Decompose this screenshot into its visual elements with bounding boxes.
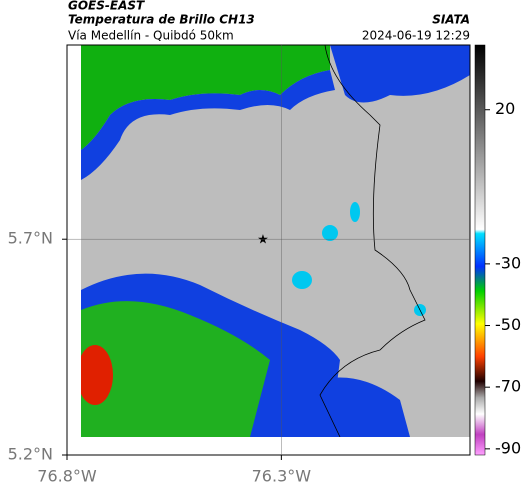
route: Vía Medellín - Quibdó 50km (68, 29, 234, 43)
source: GOES-EAST (68, 0, 145, 13)
colorbar-tick-label: -90 (495, 438, 521, 457)
title: Temperatura de Brillo CH13 (68, 13, 255, 27)
map-frame (66, 44, 471, 456)
colorbar-tick-label: -50 (495, 315, 521, 334)
imagery (81, 45, 470, 437)
y-tick-label: 5.7°N (8, 229, 53, 248)
colorbar-tick-label: 20 (495, 99, 515, 118)
city-marker: ★ (257, 233, 269, 248)
colorbar-tick-label: -70 (495, 377, 521, 396)
colorbar-tick-label: -30 (495, 253, 521, 272)
x-tick-label: 76.3°W (252, 467, 312, 486)
colorbar (474, 44, 486, 456)
datetime: 2024-06-19 12:29 (362, 29, 470, 43)
org: SIATA (432, 13, 470, 27)
y-tick-label: 5.2°N (8, 445, 53, 464)
x-tick-label: 76.8°W (37, 467, 97, 486)
